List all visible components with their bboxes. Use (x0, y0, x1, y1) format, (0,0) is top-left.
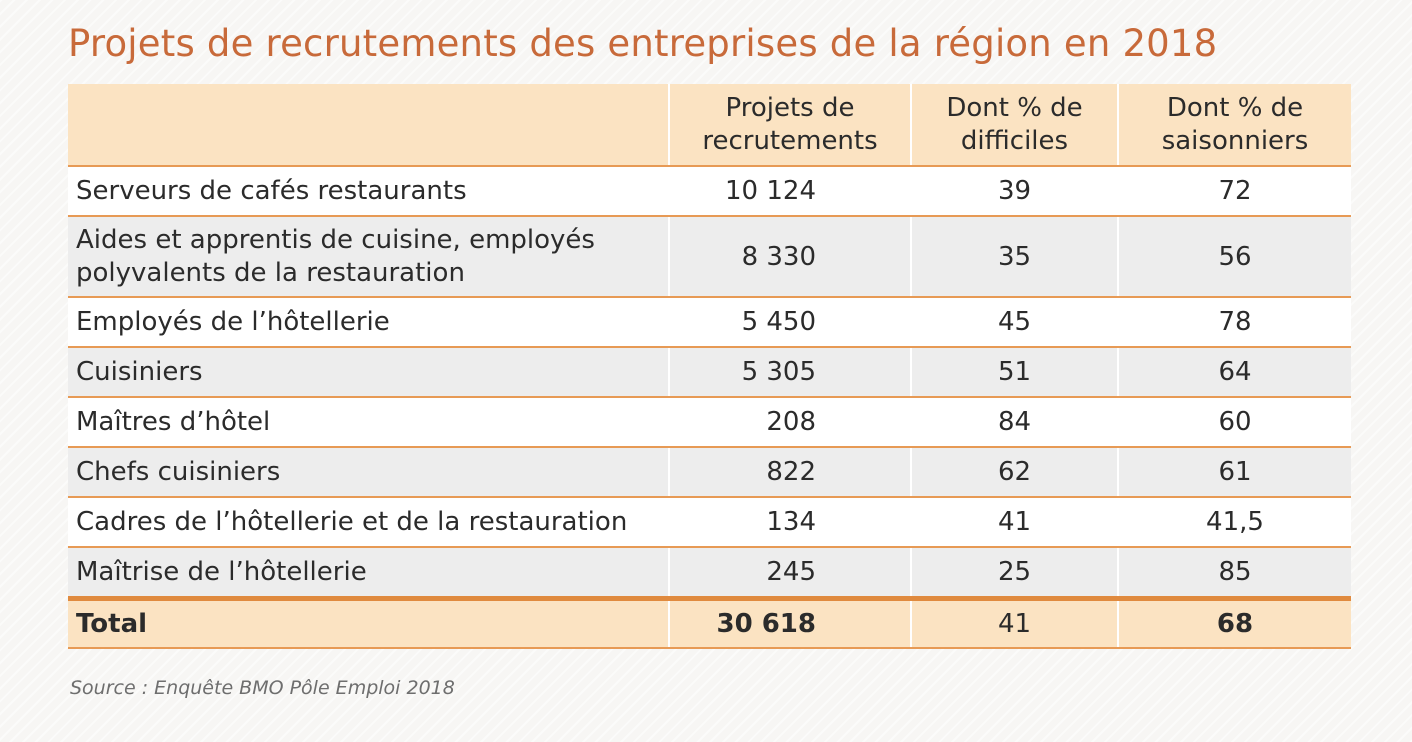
row-saisonniers: 72 (1118, 166, 1351, 217)
row-saisonniers: 41,5 (1118, 497, 1351, 548)
row-label: Aides et apprentis de cuisine, employés … (68, 216, 670, 298)
row-saisonniers: 85 (1118, 547, 1351, 600)
row-projets: 245 (669, 547, 912, 600)
page-title: Projets de recrutements des entreprises … (68, 22, 1218, 65)
total-projets: 30 618 (669, 596, 912, 649)
table-row: Employés de l’hôtellerie 5 450 45 78 (68, 297, 1351, 348)
total-difficiles: 41 (911, 596, 1119, 649)
row-projets: 5 305 (669, 347, 912, 398)
row-difficiles: 45 (911, 297, 1119, 348)
table-row: Maîtres d’hôtel 208 84 60 (68, 397, 1351, 448)
row-label: Maîtrise de l’hôtellerie (68, 547, 670, 600)
recruitment-table: Projets de recrutements Dont % de diffic… (68, 84, 1351, 649)
header-saisonniers: Dont % de saisonniers (1118, 84, 1351, 167)
row-label: Maîtres d’hôtel (68, 397, 670, 448)
row-projets: 10 124 (669, 166, 912, 217)
table-header-row: Projets de recrutements Dont % de diffic… (68, 84, 1351, 167)
row-projets: 134 (669, 497, 912, 548)
row-label: Employés de l’hôtellerie (68, 297, 670, 348)
row-difficiles: 25 (911, 547, 1119, 600)
row-saisonniers: 64 (1118, 347, 1351, 398)
row-projets: 5 450 (669, 297, 912, 348)
table-row: Cadres de l’hôtellerie et de la restaura… (68, 497, 1351, 548)
table-row: Chefs cuisiniers 822 62 61 (68, 447, 1351, 498)
header-difficiles: Dont % de difficiles (911, 84, 1119, 167)
table-row: Maîtrise de l’hôtellerie 245 25 85 (68, 547, 1351, 600)
row-label: Chefs cuisiniers (68, 447, 670, 498)
row-difficiles: 41 (911, 497, 1119, 548)
row-difficiles: 51 (911, 347, 1119, 398)
row-difficiles: 84 (911, 397, 1119, 448)
row-projets: 208 (669, 397, 912, 448)
table-row: Aides et apprentis de cuisine, employés … (68, 216, 1351, 298)
header-label (68, 84, 670, 167)
total-saisonniers: 68 (1118, 596, 1351, 649)
row-saisonniers: 78 (1118, 297, 1351, 348)
row-label: Serveurs de cafés restaurants (68, 166, 670, 217)
row-difficiles: 62 (911, 447, 1119, 498)
row-projets: 822 (669, 447, 912, 498)
header-projets: Projets de recrutements (669, 84, 912, 167)
table-row: Serveurs de cafés restaurants 10 124 39 … (68, 166, 1351, 217)
total-row: Total 30 618 41 68 (68, 596, 1351, 649)
row-label: Cuisiniers (68, 347, 670, 398)
table-row: Cuisiniers 5 305 51 64 (68, 347, 1351, 398)
source-note: Source : Enquête BMO Pôle Emploi 2018 (70, 677, 455, 699)
row-difficiles: 39 (911, 166, 1119, 217)
row-saisonniers: 56 (1118, 216, 1351, 298)
row-saisonniers: 60 (1118, 397, 1351, 448)
row-difficiles: 35 (911, 216, 1119, 298)
total-label: Total (68, 596, 670, 649)
row-projets: 8 330 (669, 216, 912, 298)
row-label: Cadres de l’hôtellerie et de la restaura… (68, 497, 670, 548)
row-saisonniers: 61 (1118, 447, 1351, 498)
